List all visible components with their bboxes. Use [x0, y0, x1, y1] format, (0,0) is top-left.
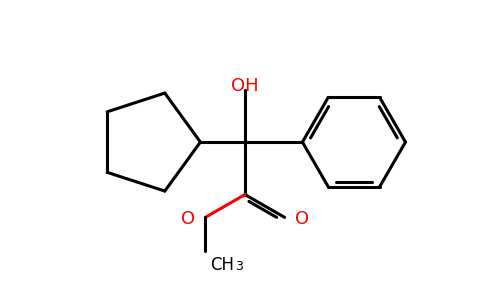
Text: O: O — [182, 210, 196, 228]
Text: O: O — [294, 210, 309, 228]
Text: CH: CH — [210, 256, 234, 274]
Text: OH: OH — [231, 77, 259, 95]
Text: 3: 3 — [235, 260, 243, 273]
